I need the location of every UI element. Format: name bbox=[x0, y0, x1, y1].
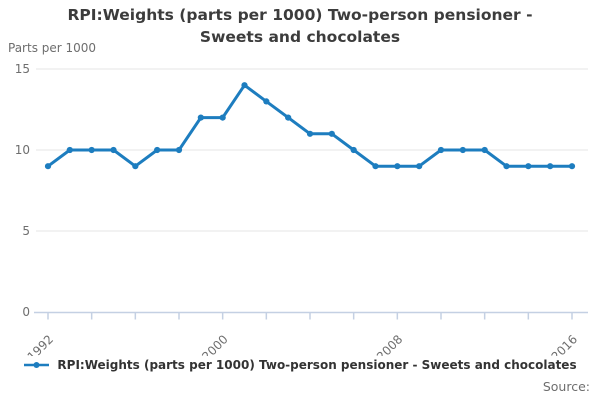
data-point[interactable] bbox=[285, 114, 292, 121]
data-point[interactable] bbox=[459, 146, 466, 154]
line-dot-icon bbox=[24, 362, 50, 368]
y-tick-label: 10 bbox=[15, 143, 30, 157]
data-point[interactable] bbox=[197, 114, 204, 121]
y-axis-title: Parts per 1000 bbox=[8, 41, 97, 55]
data-point[interactable] bbox=[44, 163, 52, 170]
source-label: Source: bbox=[542, 379, 590, 394]
x-tick-label: 2016 bbox=[549, 332, 580, 356]
data-point[interactable] bbox=[328, 130, 335, 137]
data-point[interactable] bbox=[241, 82, 248, 89]
plot-area: 0 5 10 15 1992 2000 2008 2016 bbox=[15, 62, 588, 356]
data-point[interactable] bbox=[503, 163, 510, 170]
data-point[interactable] bbox=[350, 146, 357, 154]
data-point[interactable] bbox=[132, 163, 139, 170]
chart-title-line-1: RPI:Weights (parts per 1000) Two-person … bbox=[67, 6, 533, 24]
data-point[interactable] bbox=[263, 98, 270, 105]
data-point[interactable] bbox=[154, 146, 161, 154]
legend-item[interactable]: RPI:Weights (parts per 1000) Two-person … bbox=[23, 358, 577, 372]
data-point[interactable] bbox=[525, 163, 532, 170]
data-point[interactable] bbox=[372, 163, 379, 170]
y-tick-label: 15 bbox=[15, 62, 30, 76]
y-tick-label: 5 bbox=[22, 224, 30, 238]
data-point[interactable] bbox=[568, 163, 576, 170]
x-tick-label: 1992 bbox=[25, 332, 56, 356]
legend-item-label: RPI:Weights (parts per 1000) Two-person … bbox=[57, 358, 577, 372]
data-point[interactable] bbox=[394, 163, 401, 170]
y-tick-label: 0 bbox=[22, 305, 30, 319]
x-tick-label: 2000 bbox=[199, 332, 230, 356]
data-point[interactable] bbox=[437, 146, 445, 154]
data-point[interactable] bbox=[110, 146, 117, 154]
chart-title: RPI:Weights (parts per 1000) Two-person … bbox=[30, 5, 570, 48]
data-point[interactable] bbox=[416, 163, 423, 170]
data-point[interactable] bbox=[175, 146, 183, 154]
x-tick-label: 2008 bbox=[374, 332, 405, 356]
data-point[interactable] bbox=[306, 130, 314, 137]
data-point[interactable] bbox=[219, 114, 226, 121]
legend: RPI:Weights (parts per 1000) Two-person … bbox=[0, 358, 600, 372]
data-point[interactable] bbox=[66, 146, 73, 154]
chart-title-line-2: Sweets and chocolates bbox=[199, 27, 401, 46]
data-point[interactable] bbox=[88, 146, 95, 154]
data-point[interactable] bbox=[547, 163, 554, 170]
data-point[interactable] bbox=[481, 146, 488, 154]
data-series-line bbox=[46, 83, 574, 168]
